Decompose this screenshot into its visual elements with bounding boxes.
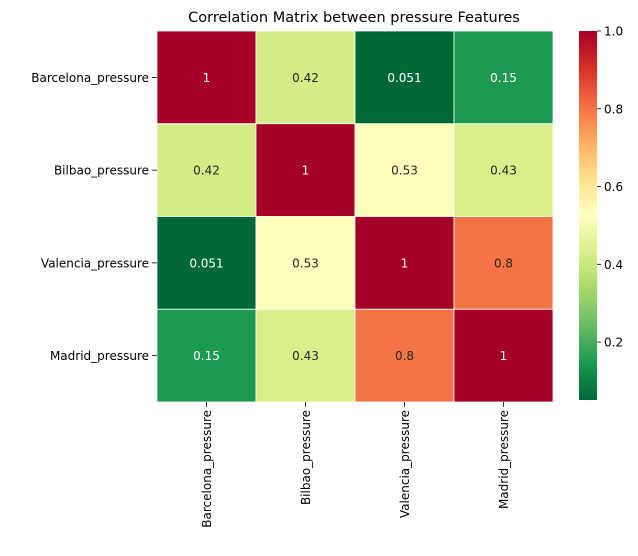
cell-value-label: 0.051 (189, 256, 223, 270)
cell-value-label: 1 (302, 164, 310, 178)
cell-value-label: 0.53 (391, 164, 418, 178)
heatmap-cell (453, 30, 554, 125)
y-axis: Barcelona_pressure Bilbao_pressure Valenci… (31, 71, 157, 363)
chart-title: Correlation Matrix between pressure Feat… (188, 10, 520, 26)
heatmap-cell (354, 308, 455, 403)
cell-value-label: 0.43 (292, 349, 319, 363)
colorbar-tick-label: 0.2 (604, 336, 623, 350)
heatmap-cell (255, 123, 356, 217)
heatmap-cell (453, 123, 554, 217)
y-tick-label: Valencia_pressure (41, 256, 149, 270)
y-tick-label: Bilbao_pressure (54, 164, 149, 178)
colorbar-tick-label: 0.8 (604, 102, 623, 116)
colorbar-tick-label: 0.4 (604, 258, 623, 272)
cell-value-label: 1 (500, 349, 508, 363)
heatmap-cell (255, 216, 356, 310)
heatmap-cell (453, 216, 554, 310)
colorbar-tick-label: 0.6 (604, 180, 623, 194)
heatmap-cell (255, 30, 356, 125)
y-tick-label: Madrid_pressure (50, 349, 149, 363)
heatmap-cell (156, 308, 257, 403)
cell-value-label: 0.42 (193, 164, 220, 178)
cell-value-label: 0.8 (494, 256, 513, 270)
cell-value-label: 0.42 (292, 71, 319, 85)
cell-value-label: 0.15 (490, 71, 517, 85)
x-tick-label: Barcelona_pressure (200, 410, 214, 528)
heatmap-cell (156, 123, 257, 217)
cell-value-label: 0.8 (395, 349, 414, 363)
x-tick-label: Bilbao_pressure (299, 410, 313, 505)
cell-value-label: 0.43 (490, 164, 517, 178)
colorbar-gradient (579, 31, 597, 400)
heatmap-cell (255, 308, 356, 403)
cell-value-label: 1 (401, 256, 409, 270)
colorbar: 0.2 0.4 0.6 0.8 1.0 (579, 25, 623, 400)
y-tick-label: Barcelona_pressure (31, 71, 149, 85)
x-axis: Barcelona_pressure Bilbao_pressure Valenci… (200, 402, 511, 528)
colorbar-tick-label: 1.0 (604, 25, 623, 39)
cell-value-label: 0.53 (292, 256, 319, 270)
x-tick-label: Valencia_pressure (398, 410, 412, 518)
cell-value-label: 0.051 (387, 71, 421, 85)
heatmap-cell-labels: 1 0.42 0.051 0.15 0.42 1 0.53 0.43 0.051 0.53 1 0.8… (189, 71, 517, 363)
heatmap-cell (156, 30, 257, 125)
heatmap-cell (453, 308, 554, 403)
cell-value-label: 1 (203, 71, 211, 85)
cell-value-label: 0.15 (193, 349, 220, 363)
heatmap-cells (156, 30, 554, 403)
x-tick-label: Madrid_pressure (497, 410, 511, 509)
heatmap-cell (354, 30, 455, 125)
